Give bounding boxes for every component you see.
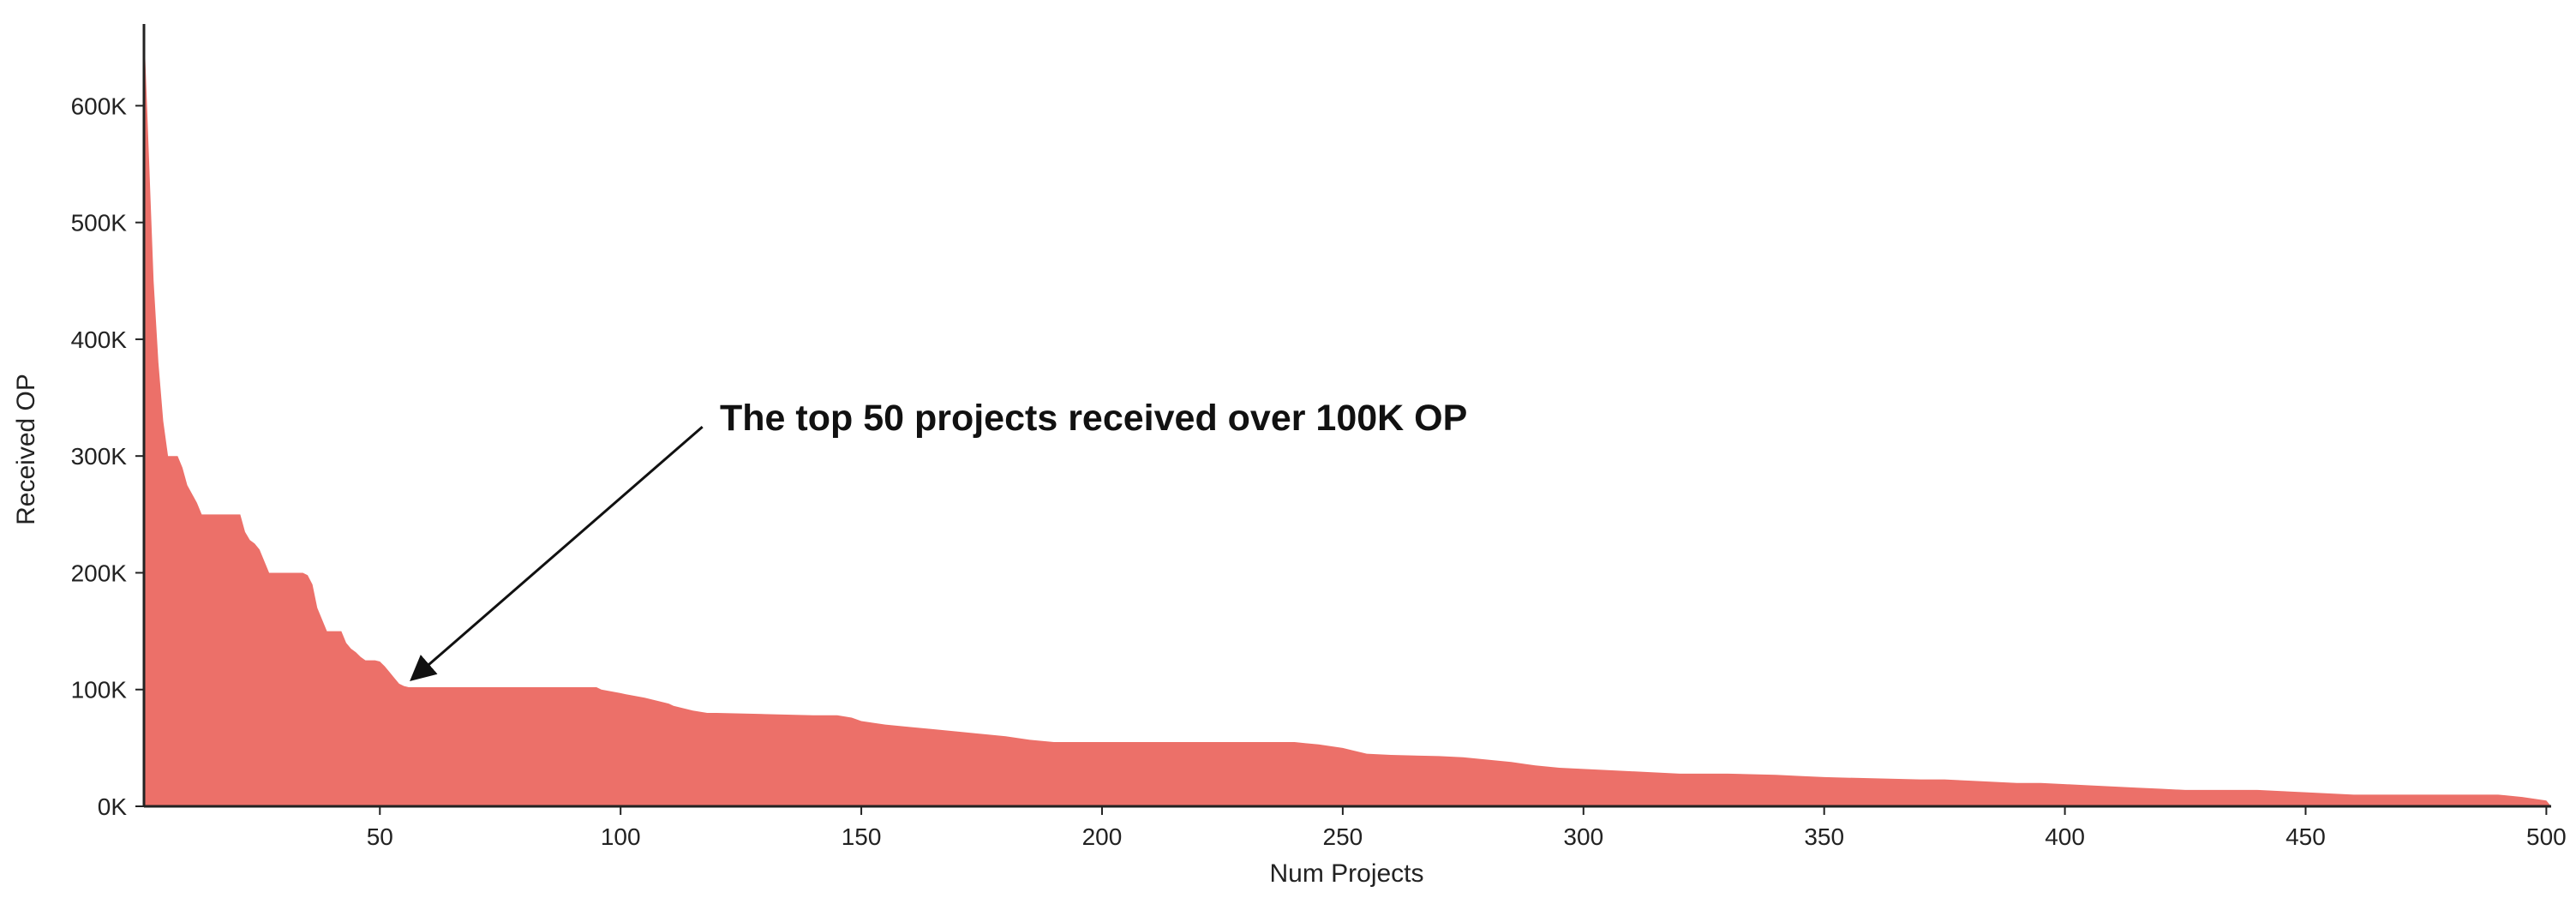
x-tick-label: 250	[1323, 823, 1363, 850]
x-tick-label: 150	[842, 823, 882, 850]
y-tick-label: 0K	[98, 793, 128, 820]
x-tick-label: 500	[2526, 823, 2567, 850]
x-axis-ticks: 50 100 150 200 250 300 350 400 450 500	[367, 806, 2567, 850]
x-tick-label: 50	[367, 823, 393, 850]
y-tick-label: 200K	[71, 560, 128, 586]
annotation: The top 50 projects received over 100K O…	[410, 398, 1467, 682]
y-tick-label: 400K	[71, 326, 128, 353]
x-axis-title: Num Projects	[1269, 859, 1423, 888]
y-axis-title: Received OP	[12, 374, 40, 525]
annotation-arrow	[410, 425, 704, 682]
annotation-text: The top 50 projects received over 100K O…	[720, 398, 1467, 439]
x-tick-label: 350	[1804, 823, 1844, 850]
x-tick-label: 200	[1082, 823, 1123, 850]
y-axis-ticks: 0K 100K 200K 300K 400K 500K 600K	[71, 93, 144, 820]
x-tick-label: 450	[2285, 823, 2326, 850]
y-tick-label: 500K	[71, 210, 128, 236]
plot-area	[144, 24, 2551, 806]
x-tick-label: 100	[601, 823, 641, 850]
y-tick-label: 300K	[71, 443, 128, 470]
x-tick-label: 300	[1563, 823, 1603, 850]
y-tick-label: 600K	[71, 93, 128, 119]
x-tick-label: 400	[2045, 823, 2085, 850]
area-series-received-op	[144, 24, 2551, 806]
y-tick-label: 100K	[71, 677, 128, 703]
